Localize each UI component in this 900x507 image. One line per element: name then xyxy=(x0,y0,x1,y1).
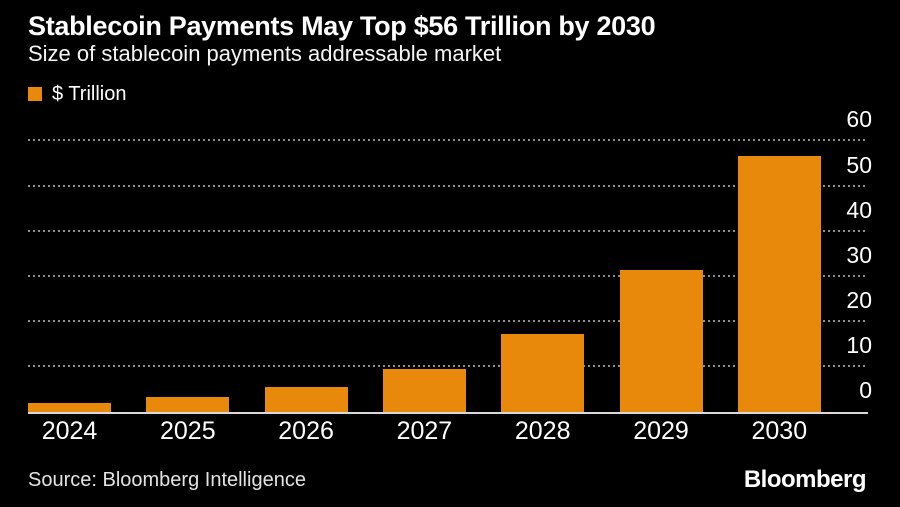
bar-2028 xyxy=(501,333,585,412)
x-axis-label-2030: 2030 xyxy=(751,417,808,445)
x-axis-label-2028: 2028 xyxy=(514,417,571,445)
gridline-50 xyxy=(28,184,866,187)
y-axis-label-60: 60 xyxy=(846,106,872,133)
y-axis-label-50: 50 xyxy=(846,151,872,178)
gridline-60 xyxy=(28,139,866,142)
gridline-30 xyxy=(28,274,866,277)
source-text: Source: Bloomberg Intelligence xyxy=(28,469,306,491)
bar-2030 xyxy=(737,155,821,412)
x-axis-label-2026: 2026 xyxy=(278,417,334,445)
y-axis-label-30: 30 xyxy=(846,241,872,268)
bar-2026 xyxy=(264,387,348,412)
bar-2025 xyxy=(146,397,230,412)
x-axis-line xyxy=(28,412,868,414)
chart-title: Stablecoin Payments May Top $56 Trillion… xyxy=(28,11,656,41)
y-axis-label-0: 0 xyxy=(859,377,872,403)
gridline-20 xyxy=(28,319,866,322)
legend: $ Trillion xyxy=(28,83,127,105)
chart-subtitle: Size of stablecoin payments addressable … xyxy=(28,41,502,66)
y-axis-label-40: 40 xyxy=(846,196,872,223)
bar-2027 xyxy=(382,368,466,412)
plot-area: 0 10 20 30 40 50 60 xyxy=(28,108,872,414)
y-axis-label-20: 20 xyxy=(846,286,872,313)
x-axis-label-2025: 2025 xyxy=(159,417,216,445)
y-axis-label-10: 10 xyxy=(846,331,872,358)
bar-2024 xyxy=(28,403,111,412)
x-axis-label-2027: 2027 xyxy=(396,417,453,445)
legend-label: $ Trillion xyxy=(52,83,127,105)
bloomberg-logo: Bloomberg xyxy=(743,466,867,493)
bar-2029 xyxy=(619,269,703,412)
x-axis-labels: 2024 2025 2026 2027 2028 2029 2030 xyxy=(28,416,866,448)
gridline-10 xyxy=(28,364,866,367)
gridline-40 xyxy=(28,229,866,232)
x-axis-label-2024: 2024 xyxy=(41,417,98,445)
legend-swatch-icon xyxy=(28,87,42,101)
x-axis-label-2029: 2029 xyxy=(633,417,689,445)
